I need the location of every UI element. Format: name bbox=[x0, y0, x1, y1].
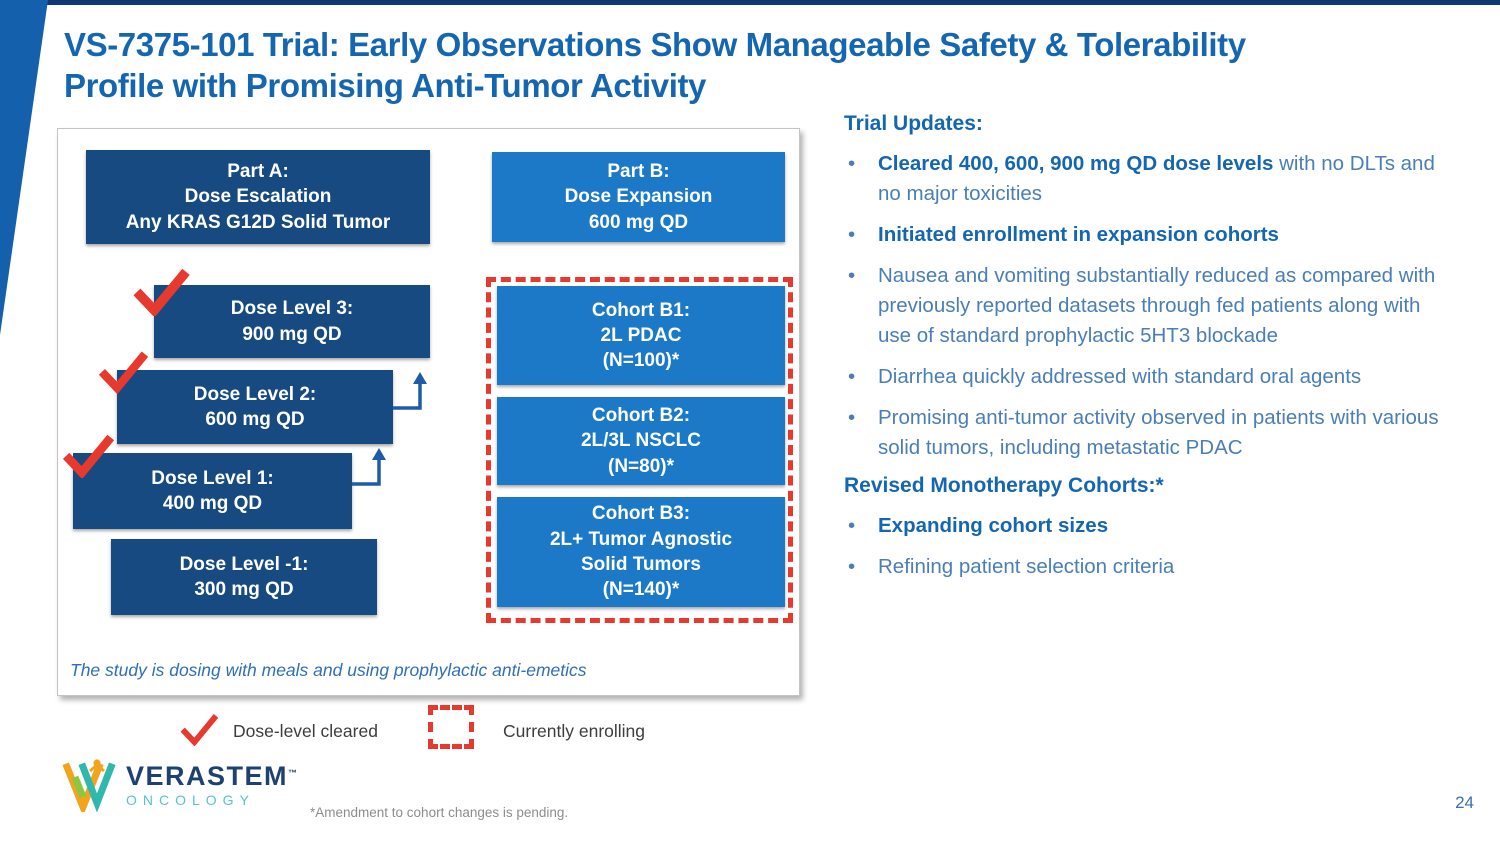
dose-level-neg1-line1: Dose Level -1: bbox=[179, 553, 309, 575]
legend-cleared-label: Dose-level cleared bbox=[233, 721, 378, 741]
cohort-b3-box: Cohort B3: 2L+ Tumor Agnostic Solid Tumo… bbox=[497, 497, 785, 607]
dose-level-neg1-box: Dose Level -1: 300 mg QD bbox=[111, 539, 377, 615]
dose-level-2-line2: 600 mg QD bbox=[205, 409, 305, 430]
dose-level-3-line2: 900 mg QD bbox=[242, 323, 342, 345]
bullet-icon: • bbox=[848, 555, 856, 578]
cohort-b3-line4: (N=140)* bbox=[602, 579, 680, 601]
list-item: • Nausea and vomiting substantially redu… bbox=[844, 261, 1459, 351]
part-a-line3: Any KRAS G12D Solid Tumor bbox=[125, 211, 391, 233]
verastem-logo-text: VERASTEM™ ONCOLOGY bbox=[126, 758, 297, 808]
bullet-text: Promising anti-tumor activity observed i… bbox=[878, 406, 1439, 459]
corner-wedge-decoration bbox=[0, 0, 48, 335]
dose-level-1-box: Dose Level 1: 400 mg QD bbox=[73, 453, 352, 529]
bullet-icon: • bbox=[848, 514, 856, 537]
page-number: 24 bbox=[1455, 793, 1474, 812]
dose-level-2-box: Dose Level 2: 600 mg QD bbox=[117, 370, 393, 444]
dose-level-3-line1: Dose Level 3: bbox=[230, 298, 354, 320]
cohort-b1-box: Cohort B1: 2L PDAC (N=100)* bbox=[497, 286, 785, 385]
bullet-text: Initiated enrollment in expansion cohort… bbox=[878, 223, 1279, 246]
verastem-logo: VERASTEM™ ONCOLOGY bbox=[62, 758, 297, 812]
revised-cohorts-list: • Expanding cohort sizes • Refining pati… bbox=[844, 511, 1459, 582]
cohort-b2-line3: (N=80)* bbox=[608, 455, 674, 477]
dose-level-1-line1: Dose Level 1: bbox=[151, 467, 274, 489]
cohort-b1-line1: Cohort B1: bbox=[591, 299, 691, 321]
list-item: • Initiated enrollment in expansion coho… bbox=[844, 220, 1459, 250]
checkmark-icon bbox=[133, 268, 190, 316]
list-item: • Cleared 400, 600, 900 mg QD dose level… bbox=[844, 149, 1459, 209]
cohort-b3-line1: Cohort B3: bbox=[591, 503, 691, 525]
bullet-text: Refining patient selection criteria bbox=[878, 555, 1175, 578]
list-item: • Refining patient selection criteria bbox=[844, 552, 1459, 582]
trial-updates-heading: Trial Updates: bbox=[844, 112, 983, 135]
up-arrow-icon bbox=[393, 372, 427, 410]
bullet-icon: • bbox=[848, 223, 856, 246]
list-item: • Expanding cohort sizes bbox=[844, 511, 1459, 541]
checkmark-icon bbox=[98, 351, 149, 394]
page-title: VS-7375-101 Trial: Early Observations Sh… bbox=[64, 24, 1246, 106]
bullet-icon: • bbox=[848, 152, 856, 175]
dose-level-1-line2: 400 mg QD bbox=[162, 493, 263, 514]
part-a-box: Part A: Dose Escalation Any KRAS G12D So… bbox=[86, 150, 430, 244]
trial-updates-list: • Cleared 400, 600, 900 mg QD dose level… bbox=[844, 149, 1459, 463]
cohort-b2-box: Cohort B2: 2L/3L NSCLC (N=80)* bbox=[497, 397, 785, 485]
page-title-line1: VS-7375-101 Trial: Early Observations Sh… bbox=[64, 26, 1246, 63]
part-a-line1: Part A: bbox=[227, 161, 289, 183]
part-a-line2: Dose Escalation bbox=[184, 186, 332, 208]
trademark-symbol: ™ bbox=[288, 768, 298, 778]
part-b-line3: 600 mg QD bbox=[588, 211, 689, 233]
cohort-b2-line1: Cohort B2: bbox=[591, 405, 691, 427]
bullet-text: Nausea and vomiting substantially reduce… bbox=[878, 264, 1436, 347]
verastem-logo-mark-icon bbox=[62, 759, 116, 812]
part-b-line1: Part B: bbox=[607, 161, 670, 183]
logo-subtitle: ONCOLOGY bbox=[126, 792, 255, 808]
study-note: The study is dosing with meals and using… bbox=[70, 660, 587, 680]
list-item: • Promising anti-tumor activity observed… bbox=[844, 403, 1459, 463]
part-b-box: Part B: Dose Expansion 600 mg QD bbox=[492, 152, 785, 242]
up-arrow-icon bbox=[352, 448, 386, 486]
list-item: • Diarrhea quickly addressed with standa… bbox=[844, 362, 1459, 392]
legend-enrolling-label: Currently enrolling bbox=[503, 721, 646, 741]
cohort-b1-line2: 2L PDAC bbox=[600, 324, 682, 346]
footnote: *Amendment to cohort changes is pending. bbox=[310, 805, 569, 820]
dose-level-neg1-line2: 300 mg QD bbox=[194, 579, 294, 600]
part-b-line2: Dose Expansion bbox=[564, 186, 713, 208]
bullet-icon: • bbox=[848, 365, 856, 388]
checkmark-legend-icon bbox=[180, 714, 219, 746]
dose-level-3-box: Dose Level 3: 900 mg QD bbox=[154, 285, 430, 358]
dashed-box-legend-icon bbox=[428, 705, 474, 749]
bullet-icon: • bbox=[848, 264, 856, 287]
top-accent-bar bbox=[0, 0, 1500, 5]
bullet-text: Expanding cohort sizes bbox=[878, 514, 1109, 537]
bullet-text: Diarrhea quickly addressed with standard… bbox=[878, 365, 1362, 388]
cohort-b3-line2: 2L+ Tumor Agnostic bbox=[549, 528, 733, 550]
cohort-b3-line3: Solid Tumors bbox=[581, 554, 701, 575]
trial-updates-section: Trial Updates: • Cleared 400, 600, 900 m… bbox=[844, 112, 1459, 593]
logo-name: VERASTEM™ bbox=[126, 761, 298, 791]
revised-cohorts-heading: Revised Monotherapy Cohorts:* bbox=[844, 474, 1164, 497]
cohort-b2-line2: 2L/3L NSCLC bbox=[580, 430, 701, 452]
checkmark-icon bbox=[62, 434, 115, 478]
bullet-text: Cleared 400, 600, 900 mg QD dose levels … bbox=[878, 152, 1435, 205]
dose-level-2-line1: Dose Level 2: bbox=[193, 383, 317, 405]
bullet-icon: • bbox=[848, 406, 856, 429]
currently-enrolling-outline bbox=[486, 277, 793, 623]
page-title-line2: Profile with Promising Anti-Tumor Activi… bbox=[64, 67, 707, 104]
cohort-b1-line3: (N=100)* bbox=[602, 350, 680, 372]
